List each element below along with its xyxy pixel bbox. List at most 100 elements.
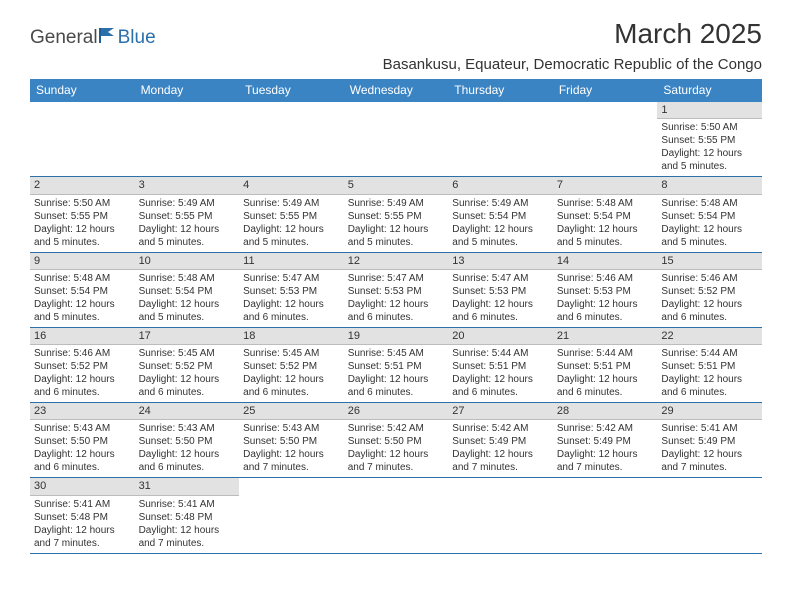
- empty-day-cell: [344, 478, 449, 552]
- sunset-text: Sunset: 5:49 PM: [661, 435, 758, 448]
- sunset-text: Sunset: 5:51 PM: [661, 360, 758, 373]
- sunrise-text: Sunrise: 5:50 AM: [34, 197, 131, 210]
- day-body: Sunrise: 5:48 AMSunset: 5:54 PMDaylight:…: [657, 195, 762, 252]
- day-cell: 3Sunrise: 5:49 AMSunset: 5:55 PMDaylight…: [135, 177, 240, 251]
- empty-day-cell: [239, 102, 344, 176]
- daylight-text-2: and 5 minutes.: [243, 236, 340, 249]
- sunset-text: Sunset: 5:54 PM: [661, 210, 758, 223]
- day-body: Sunrise: 5:48 AMSunset: 5:54 PMDaylight:…: [553, 195, 658, 252]
- sunset-text: Sunset: 5:53 PM: [452, 285, 549, 298]
- day-body: Sunrise: 5:43 AMSunset: 5:50 PMDaylight:…: [30, 420, 135, 477]
- day-cell: 16Sunrise: 5:46 AMSunset: 5:52 PMDayligh…: [30, 328, 135, 402]
- day-cell: 26Sunrise: 5:42 AMSunset: 5:50 PMDayligh…: [344, 403, 449, 477]
- day-number: 13: [448, 253, 553, 270]
- daylight-text-1: Daylight: 12 hours: [452, 373, 549, 386]
- day-cell: 22Sunrise: 5:44 AMSunset: 5:51 PMDayligh…: [657, 328, 762, 402]
- day-cell: 28Sunrise: 5:42 AMSunset: 5:49 PMDayligh…: [553, 403, 658, 477]
- sunrise-text: Sunrise: 5:41 AM: [34, 498, 131, 511]
- day-body: Sunrise: 5:43 AMSunset: 5:50 PMDaylight:…: [135, 420, 240, 477]
- sunset-text: Sunset: 5:52 PM: [139, 360, 236, 373]
- daylight-text-2: and 6 minutes.: [452, 386, 549, 399]
- week-row: 16Sunrise: 5:46 AMSunset: 5:52 PMDayligh…: [30, 328, 762, 403]
- sunset-text: Sunset: 5:54 PM: [452, 210, 549, 223]
- day-number: 7: [553, 177, 658, 194]
- week-row: 1Sunrise: 5:50 AMSunset: 5:55 PMDaylight…: [30, 102, 762, 177]
- daylight-text-1: Daylight: 12 hours: [452, 223, 549, 236]
- sunrise-text: Sunrise: 5:41 AM: [661, 422, 758, 435]
- empty-day-cell: [448, 102, 553, 176]
- sunrise-text: Sunrise: 5:42 AM: [557, 422, 654, 435]
- dow-friday: Friday: [553, 79, 658, 102]
- daylight-text-2: and 6 minutes.: [557, 311, 654, 324]
- daylight-text-2: and 6 minutes.: [243, 311, 340, 324]
- daylight-text-2: and 6 minutes.: [34, 461, 131, 474]
- daylight-text-2: and 5 minutes.: [661, 160, 758, 173]
- day-body: Sunrise: 5:48 AMSunset: 5:54 PMDaylight:…: [135, 270, 240, 327]
- daylight-text-2: and 7 minutes.: [557, 461, 654, 474]
- day-number: 14: [553, 253, 658, 270]
- sunset-text: Sunset: 5:49 PM: [452, 435, 549, 448]
- sunset-text: Sunset: 5:55 PM: [34, 210, 131, 223]
- day-number: 16: [30, 328, 135, 345]
- sunset-text: Sunset: 5:52 PM: [243, 360, 340, 373]
- sunset-text: Sunset: 5:55 PM: [243, 210, 340, 223]
- sunset-text: Sunset: 5:53 PM: [348, 285, 445, 298]
- day-cell: 23Sunrise: 5:43 AMSunset: 5:50 PMDayligh…: [30, 403, 135, 477]
- daylight-text-2: and 6 minutes.: [243, 386, 340, 399]
- sunrise-text: Sunrise: 5:42 AM: [348, 422, 445, 435]
- daylight-text-1: Daylight: 12 hours: [243, 298, 340, 311]
- day-body: Sunrise: 5:45 AMSunset: 5:51 PMDaylight:…: [344, 345, 449, 402]
- day-number: 24: [135, 403, 240, 420]
- sunset-text: Sunset: 5:53 PM: [243, 285, 340, 298]
- day-body: Sunrise: 5:47 AMSunset: 5:53 PMDaylight:…: [448, 270, 553, 327]
- day-cell: 9Sunrise: 5:48 AMSunset: 5:54 PMDaylight…: [30, 253, 135, 327]
- daylight-text-1: Daylight: 12 hours: [243, 448, 340, 461]
- day-cell: 4Sunrise: 5:49 AMSunset: 5:55 PMDaylight…: [239, 177, 344, 251]
- day-body: Sunrise: 5:44 AMSunset: 5:51 PMDaylight:…: [448, 345, 553, 402]
- daylight-text-2: and 6 minutes.: [661, 311, 758, 324]
- empty-day-cell: [30, 102, 135, 176]
- sunrise-text: Sunrise: 5:49 AM: [348, 197, 445, 210]
- daylight-text-1: Daylight: 12 hours: [348, 223, 445, 236]
- day-cell: 20Sunrise: 5:44 AMSunset: 5:51 PMDayligh…: [448, 328, 553, 402]
- sunset-text: Sunset: 5:50 PM: [139, 435, 236, 448]
- day-body: Sunrise: 5:42 AMSunset: 5:49 PMDaylight:…: [448, 420, 553, 477]
- daylight-text-2: and 5 minutes.: [139, 236, 236, 249]
- sunrise-text: Sunrise: 5:47 AM: [243, 272, 340, 285]
- day-body: Sunrise: 5:46 AMSunset: 5:52 PMDaylight:…: [657, 270, 762, 327]
- day-number: 27: [448, 403, 553, 420]
- daylight-text-2: and 6 minutes.: [452, 311, 549, 324]
- day-body: Sunrise: 5:46 AMSunset: 5:52 PMDaylight:…: [30, 345, 135, 402]
- sunset-text: Sunset: 5:54 PM: [139, 285, 236, 298]
- daylight-text-2: and 5 minutes.: [34, 236, 131, 249]
- sunrise-text: Sunrise: 5:44 AM: [661, 347, 758, 360]
- day-number: 1: [657, 102, 762, 119]
- sunset-text: Sunset: 5:55 PM: [139, 210, 236, 223]
- daylight-text-1: Daylight: 12 hours: [139, 373, 236, 386]
- sunrise-text: Sunrise: 5:46 AM: [34, 347, 131, 360]
- daylight-text-1: Daylight: 12 hours: [34, 524, 131, 537]
- day-number: 30: [30, 478, 135, 495]
- day-body: Sunrise: 5:42 AMSunset: 5:50 PMDaylight:…: [344, 420, 449, 477]
- sunrise-text: Sunrise: 5:41 AM: [139, 498, 236, 511]
- daylight-text-2: and 6 minutes.: [34, 386, 131, 399]
- day-number: 2: [30, 177, 135, 194]
- day-number: 19: [344, 328, 449, 345]
- empty-day-cell: [135, 102, 240, 176]
- day-cell: 15Sunrise: 5:46 AMSunset: 5:52 PMDayligh…: [657, 253, 762, 327]
- day-number: 5: [344, 177, 449, 194]
- day-number: 28: [553, 403, 658, 420]
- brand-logo: General Blue: [30, 26, 156, 50]
- day-cell: 8Sunrise: 5:48 AMSunset: 5:54 PMDaylight…: [657, 177, 762, 251]
- sunrise-text: Sunrise: 5:43 AM: [34, 422, 131, 435]
- day-body: Sunrise: 5:47 AMSunset: 5:53 PMDaylight:…: [344, 270, 449, 327]
- daylight-text-1: Daylight: 12 hours: [139, 298, 236, 311]
- day-number: 18: [239, 328, 344, 345]
- daylight-text-2: and 7 minutes.: [139, 537, 236, 550]
- day-body: Sunrise: 5:41 AMSunset: 5:48 PMDaylight:…: [135, 496, 240, 553]
- day-body: Sunrise: 5:47 AMSunset: 5:53 PMDaylight:…: [239, 270, 344, 327]
- week-row: 2Sunrise: 5:50 AMSunset: 5:55 PMDaylight…: [30, 177, 762, 252]
- location-text: Basankusu, Equateur, Democratic Republic…: [383, 56, 762, 73]
- dow-monday: Monday: [135, 79, 240, 102]
- day-body: Sunrise: 5:49 AMSunset: 5:55 PMDaylight:…: [239, 195, 344, 252]
